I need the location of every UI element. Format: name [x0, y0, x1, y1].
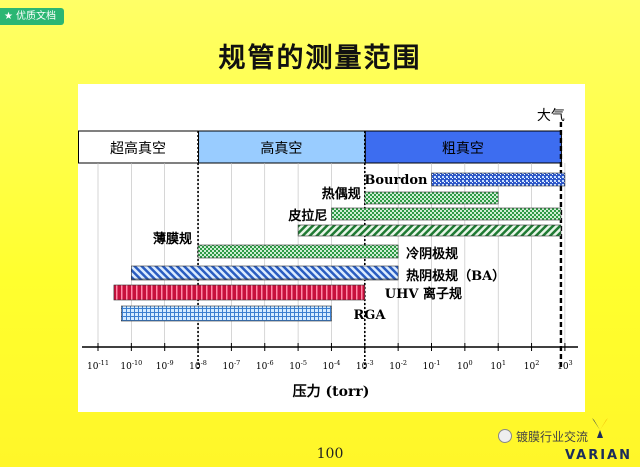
chart-panel: 超高真空 高真空 粗真空 大气 Bourdon 热偶规皮拉尼薄膜规冷阴极规热阴极规（B… — [78, 84, 585, 412]
region-box — [364, 130, 562, 164]
x-tick-label: 10-7 — [223, 359, 241, 372]
x-tick-label: 10-5 — [289, 359, 307, 372]
gauge-label: 热偶规 — [322, 186, 361, 202]
gauge-bar — [364, 191, 499, 205]
gauge-label: RGA — [353, 308, 386, 323]
gauge-label: Bourdon — [364, 173, 428, 188]
gauge-label: 薄膜规 — [153, 231, 192, 247]
gauge-bar — [297, 224, 562, 237]
region-box — [198, 130, 366, 164]
gauge-label: 皮拉尼 — [287, 208, 327, 224]
page-number: 100 — [316, 446, 344, 462]
watermark-text: 镀膜行业交流 — [516, 430, 589, 444]
x-tick-label: 101 — [490, 359, 506, 372]
brand-name: VARIAN — [564, 448, 632, 463]
quality-badge: ★ 优质文档 — [0, 8, 64, 25]
region-label: 粗真空 — [442, 141, 484, 157]
atmosphere-label: 大气 — [537, 108, 565, 124]
x-tick-label: 10-11 — [87, 359, 109, 372]
gauge-bar — [131, 265, 399, 280]
region-label: 高真空 — [260, 140, 302, 157]
wechat-watermark: 镀膜行业交流 — [498, 428, 588, 445]
star-icon: ★ — [4, 11, 13, 22]
gauge-bar — [121, 305, 332, 322]
x-tick-label: 10-10 — [120, 359, 142, 372]
gauge-label: UHV 离子规 — [385, 286, 462, 302]
varian-logo-icon — [592, 418, 608, 438]
slide-title: 规管的测量范围 — [218, 43, 422, 74]
gauge-bar — [331, 207, 562, 221]
x-tick-label: 10-1 — [423, 359, 441, 372]
x-tick-label: 103 — [557, 359, 573, 372]
region-box — [78, 130, 200, 164]
gauge-label: 热阴极规（BA） — [406, 268, 505, 284]
x-tick-label: 10-9 — [156, 359, 174, 372]
x-tick-label: 102 — [524, 359, 540, 372]
x-tick-label: 100 — [457, 359, 473, 372]
x-tick-label: 10-2 — [389, 359, 407, 372]
wechat-icon — [498, 429, 512, 443]
gauge-bar — [113, 284, 366, 301]
badge-label: 优质文档 — [15, 11, 56, 22]
gauge-label: 冷阴极规 — [406, 246, 458, 262]
x-tick-label: 10-6 — [256, 359, 274, 372]
gauge-bar — [197, 244, 399, 259]
x-tick-label: 10-4 — [323, 359, 341, 372]
gauge-bar — [431, 172, 566, 187]
region-label: 超高真空 — [110, 140, 166, 157]
x-axis-title: 压力 (torr) — [293, 383, 370, 400]
gauge-range-diagram: 超高真空 高真空 粗真空 大气 Bourdon热偶规皮拉尼薄膜规冷阴极规热阴极规（B… — [78, 108, 578, 400]
